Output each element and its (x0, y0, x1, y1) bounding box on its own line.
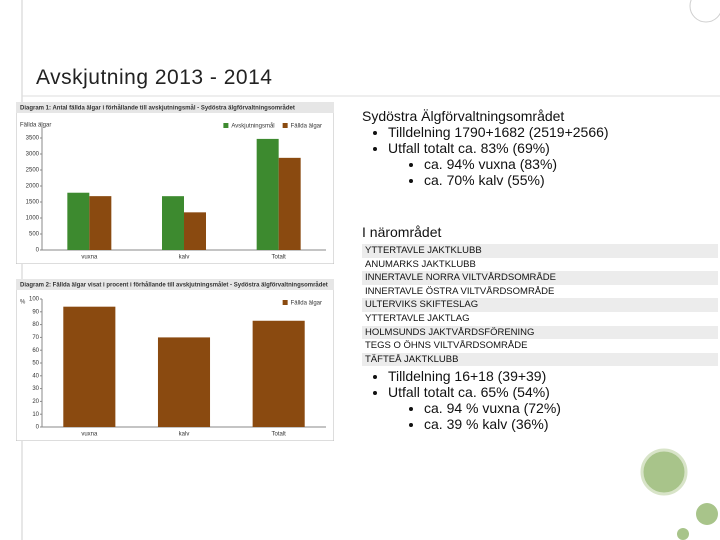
club-row: TÄFTEÅ JAKTKLUBB (362, 352, 718, 367)
y-tick-label: 30 (32, 386, 39, 392)
y-tick-label: 60 (32, 348, 39, 354)
text-panel: Sydöstra Älgförvaltningsområdet Tilldeln… (362, 108, 718, 432)
x-tick-label: kalv (179, 432, 190, 438)
chart-title-bar (16, 102, 334, 113)
club-row: INNERTAVLE NORRA VILTVÅRDSOMRÅDE (362, 271, 718, 285)
club-row: ULTERVIKS SKIFTESLAG (362, 298, 718, 312)
bullet-list: Tilldelning 16+18 (39+39) Utfall totalt … (362, 368, 718, 432)
deco-circle (640, 448, 688, 496)
club-row: YTTERTAVLE JAKTKLUBB (362, 244, 718, 258)
bullet-list: Tilldelning 1790+1682 (2519+2566) Utfall… (362, 124, 718, 188)
heading: Sydöstra Älgförvaltningsområdet (362, 108, 565, 124)
y-tick-label: 500 (29, 232, 40, 238)
y-tick-label: 2500 (26, 168, 40, 174)
sub-list: ca. 94% vuxna (83%) ca. 70% kalv (55%) (388, 156, 718, 188)
x-tick-label: kalv (179, 255, 190, 261)
y-tick-label: 40 (32, 373, 39, 379)
chart-title-bar (16, 279, 334, 290)
y-tick-label: 100 (29, 297, 40, 303)
legend-swatch (282, 123, 288, 128)
club-row: TEGS O ÖHNS VILTVÅRDSOMRÅDE (365, 340, 528, 352)
y-axis-label: % (20, 300, 26, 306)
legend-label: Avskjutningsmål (231, 123, 274, 130)
legend-swatch (282, 300, 288, 305)
y-tick-label: 90 (32, 309, 39, 315)
bar (184, 212, 206, 250)
bar (63, 306, 116, 427)
bullet-text: Utfall totalt ca. 65% (54%) (388, 384, 550, 401)
legend-swatch (223, 123, 229, 128)
legend-label: Fällda älgar (291, 301, 322, 307)
bar (278, 157, 301, 250)
x-tick-label: Totalt (271, 255, 286, 261)
sub-bullet: ca. 94% vuxna (83%) (424, 156, 718, 172)
bullet: Tilldelning 16+18 (39+39) (388, 368, 718, 384)
club-table: YTTERTAVLE JAKTKLUBB ANUMARKS JAKTKLUBB IN… (362, 244, 718, 367)
bar (252, 320, 305, 427)
bullet-text: Utfall totalt ca. 83% (69%) (388, 140, 550, 156)
slide-title: Avskjutning 2013 - 2014 (36, 66, 273, 89)
bullet: Utfall totalt ca. 83% (69%) ca. 94% vuxn… (388, 140, 718, 188)
heading: I närområdet (362, 224, 442, 240)
bar (157, 337, 211, 427)
chart-title: Diagram 2: Fällda älgar visat i procent … (20, 282, 328, 289)
club-row: INNERTAVLE ÖSTRA VILTVÅRDSOMRÅDE (365, 285, 555, 297)
y-axis-label: Fällda älgar (20, 123, 51, 129)
y-tick-label: 3500 (26, 136, 40, 142)
bar (256, 138, 279, 250)
x-tick-label: Totalt (271, 432, 286, 438)
y-tick-label: 1000 (26, 216, 40, 222)
deco-circle (677, 528, 689, 540)
sub-bullet: ca. 39 % kalv (36%) (424, 416, 718, 432)
y-tick-label: 0 (36, 248, 40, 254)
bar (67, 192, 90, 250)
bar (162, 196, 184, 250)
club-row: ANUMARKS JAKTKLUBB (365, 258, 476, 270)
y-tick-label: 20 (32, 399, 39, 405)
y-tick-label: 2000 (26, 184, 40, 190)
x-tick-label: vuxna (81, 432, 98, 438)
sub-bullet: ca. 94 % vuxna (72%) (424, 400, 718, 416)
y-tick-label: 70 (32, 335, 39, 341)
legend-label: Fällda älgar (291, 124, 322, 130)
chart-title: Diagram 1: Antal fällda älgar i förhålla… (20, 105, 295, 112)
y-tick-label: 50 (32, 361, 39, 367)
club-row: YTTERTAVLE JAKTLAG (365, 312, 470, 324)
sub-bullet: ca. 70% kalv (55%) (424, 172, 718, 188)
club-row: HOLMSUNDS JAKTVÅRDSFÖRENING (362, 325, 718, 340)
chart: Diagram 1: Antal fällda älgar i förhålla… (16, 102, 334, 264)
bullet: Utfall totalt ca. 65% (54%) ca. 94 % vux… (388, 384, 718, 432)
x-tick-label: vuxna (81, 255, 98, 261)
sub-list: ca. 94 % vuxna (72%) ca. 39 % kalv (36%) (388, 400, 718, 432)
deco-circle (689, 0, 720, 23)
chart: Diagram 2: Fällda älgar visat i procent … (16, 279, 334, 441)
deco-circle (696, 503, 718, 525)
y-tick-label: 80 (32, 322, 39, 328)
bullet: Tilldelning 1790+1682 (2519+2566) (388, 124, 718, 140)
y-tick-label: 1500 (26, 200, 40, 206)
bar (89, 196, 112, 250)
y-tick-label: 10 (32, 412, 39, 418)
y-tick-label: 3000 (26, 152, 40, 158)
y-tick-label: 0 (36, 425, 40, 431)
